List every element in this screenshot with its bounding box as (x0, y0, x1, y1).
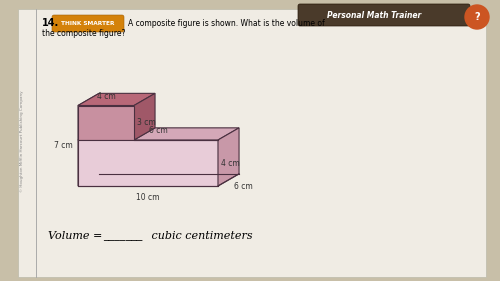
Text: 14.: 14. (42, 18, 60, 28)
Text: 3 cm: 3 cm (137, 118, 156, 127)
Text: cubic centimeters: cubic centimeters (148, 231, 252, 241)
Text: _______: _______ (103, 231, 142, 241)
Text: THINK SMARTER: THINK SMARTER (61, 21, 115, 26)
Text: 7 cm: 7 cm (54, 141, 72, 150)
Text: © Houghton Mifflin Harcourt Publishing Company: © Houghton Mifflin Harcourt Publishing C… (20, 90, 24, 192)
Text: Volume =: Volume = (48, 231, 106, 241)
Polygon shape (134, 128, 239, 140)
Text: 6 cm: 6 cm (234, 182, 253, 191)
Polygon shape (218, 128, 239, 186)
Polygon shape (78, 128, 99, 186)
FancyBboxPatch shape (298, 4, 470, 26)
Polygon shape (134, 93, 155, 140)
Circle shape (465, 5, 489, 29)
Text: Personal Math Trainer: Personal Math Trainer (327, 10, 421, 19)
Text: A composite figure is shown. What is the volume of: A composite figure is shown. What is the… (128, 19, 325, 28)
Polygon shape (78, 140, 218, 186)
FancyBboxPatch shape (18, 9, 486, 277)
Polygon shape (78, 105, 134, 140)
Polygon shape (78, 93, 99, 140)
Text: 6 cm: 6 cm (148, 126, 168, 135)
Text: 4 cm: 4 cm (221, 158, 240, 167)
Text: 4 cm: 4 cm (96, 92, 116, 101)
FancyBboxPatch shape (52, 15, 124, 32)
Text: the composite figure?: the composite figure? (42, 30, 125, 38)
Text: ?: ? (474, 12, 480, 22)
Text: 10 cm: 10 cm (136, 193, 160, 202)
Polygon shape (78, 93, 155, 105)
